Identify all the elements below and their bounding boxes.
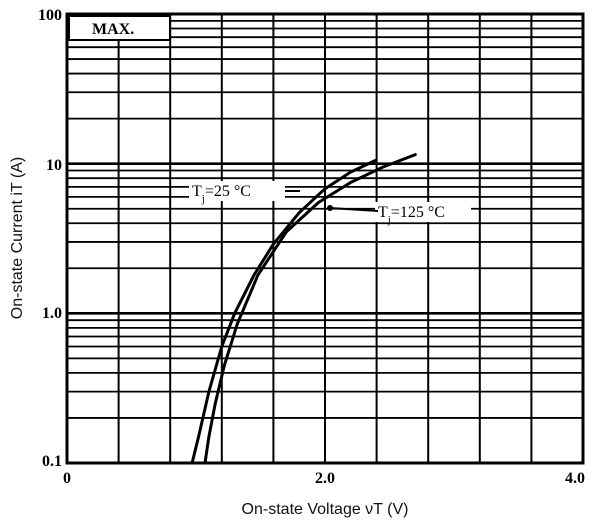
y-tick-label: 0.1 (42, 453, 62, 470)
max-annotation-box (68, 15, 171, 41)
y-tick-label: 100 (38, 7, 62, 24)
series-line-tj-25 (190, 159, 377, 465)
grid (67, 14, 583, 463)
x-tick-label: 2.0 (315, 470, 335, 487)
y-tick-label: 1.0 (42, 305, 62, 322)
x-tick-labels: 0 2.0 4.0 (63, 470, 585, 487)
plot-frame (65, 12, 585, 465)
x-tick-label: 0 (63, 470, 71, 487)
max-annotation: MAX. (68, 15, 171, 41)
x-axis-label: On-state Voltage νT (V) (242, 501, 409, 518)
series-label-tj-25: Tj=25 °C (192, 183, 251, 205)
x-tick-label: 4.0 (565, 470, 585, 487)
y-axis-label: On-state Current iT (A) (9, 157, 26, 319)
max-annotation-label: MAX. (92, 21, 134, 38)
series-group (190, 153, 417, 465)
y-tick-labels: 0.1 1.0 10 100 (38, 7, 62, 470)
y-tick-label: 10 (46, 157, 62, 174)
series-label-bg-tj-125 (375, 202, 471, 222)
series-label-tj-125: Tj=125 °C (378, 204, 445, 226)
series-line-tj-125 (203, 153, 417, 465)
series-labels: Tj=25 °C Tj=125 °C (189, 181, 471, 226)
leader-line-tj-125 (329, 207, 379, 212)
series-label-bg-tj-25 (189, 181, 285, 201)
leader-dot-tj-125 (327, 205, 333, 211)
